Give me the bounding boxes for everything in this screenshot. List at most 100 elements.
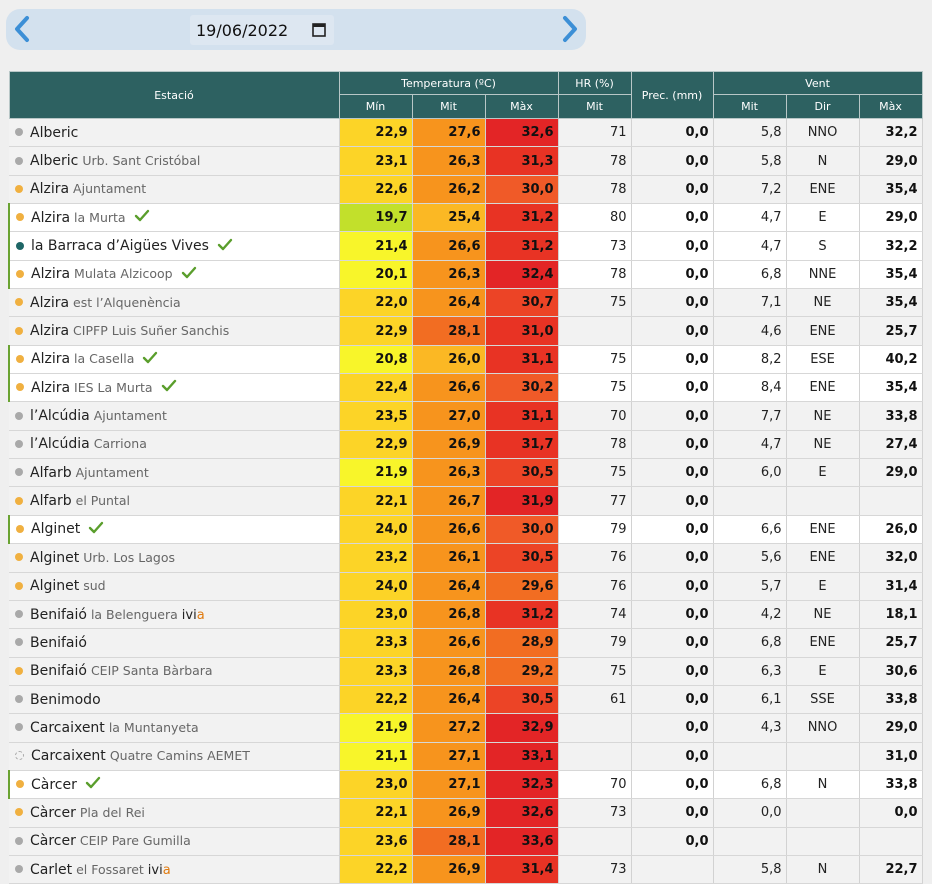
station-name[interactable]: Benimodo bbox=[30, 691, 101, 708]
precipitation-header[interactable]: Prec. (mm) bbox=[630, 71, 714, 119]
station-row[interactable]: Alberic 22,9 27,6 32,6 71 0,0 5,8 NNO 32,2 bbox=[9, 118, 923, 148]
calendar-icon[interactable] bbox=[312, 22, 326, 37]
station-name[interactable]: Alberic bbox=[30, 124, 79, 141]
station-name[interactable]: Alginet bbox=[30, 578, 80, 595]
station-row[interactable]: Carcaixent Quatre Camins AEMET 21,1 27,1 33,… bbox=[9, 742, 923, 771]
station-cell[interactable]: Alzira la Casella bbox=[8, 345, 340, 375]
temp-max-header[interactable]: Màx bbox=[484, 94, 559, 119]
station-cell[interactable]: Alzira est l’Alquenència bbox=[9, 288, 340, 318]
station-row[interactable]: Alzira est l’Alquenència 22,0 26,4 30,7 75 0,0… bbox=[9, 288, 923, 318]
station-name[interactable]: la Barraca d’Aigües Vives bbox=[31, 238, 209, 255]
station-row[interactable]: l’Alcúdia Carriona 22,9 26,9 31,7 78 0,0 4,7 NE 2… bbox=[9, 430, 923, 460]
station-subname: Urb. Sant Cristóbal bbox=[82, 153, 201, 169]
station-cell[interactable]: Benimodo bbox=[9, 685, 340, 715]
station-cell[interactable]: l’Alcúdia Ajuntament bbox=[9, 401, 340, 431]
station-name[interactable]: Alfarb bbox=[30, 464, 72, 481]
station-row[interactable]: Alberic Urb. Sant Cristóbal 23,1 26,3 31,3 78… bbox=[9, 146, 923, 176]
station-cell[interactable]: Alginet sud bbox=[9, 572, 340, 601]
station-cell[interactable]: la Barraca d’Aigües Vives bbox=[8, 231, 340, 261]
station-row[interactable]: Alzira Mulata Alzicoop 20,1 26,3 32,4 78 0,0 6,… bbox=[8, 260, 923, 290]
station-header[interactable]: Estació bbox=[8, 71, 340, 119]
station-name[interactable]: Alzira bbox=[30, 323, 70, 340]
station-cell[interactable]: Alginet Urb. Los Lagos bbox=[9, 543, 340, 573]
humidity-avg-header[interactable]: Mit bbox=[557, 94, 632, 119]
station-row[interactable]: Alzira la Casella 20,8 26,0 31,1 75 0,0 8,2 ESE 4… bbox=[8, 345, 923, 375]
station-row[interactable]: l’Alcúdia Ajuntament 23,5 27,0 31,1 70 0,0 7,7 N… bbox=[9, 401, 923, 431]
station-name[interactable]: Càrcer bbox=[30, 804, 76, 821]
previous-day-button[interactable] bbox=[8, 15, 36, 43]
station-row[interactable]: la Barraca d’Aigües Vives 21,4 26,6 31,2 73 0… bbox=[8, 231, 923, 261]
station-row[interactable]: Benimodo 22,2 26,4 30,5 61 0,0 6,1 SSE 33,8 bbox=[9, 685, 923, 715]
wind-dir-header[interactable]: Dir bbox=[785, 94, 860, 119]
station-row[interactable]: Càrcer CEIP Pare Gumilla 23,6 28,1 33,6 0,0 bbox=[9, 827, 923, 856]
station-row[interactable]: Alginet sud 24,0 26,4 29,6 76 0,0 5,7 E 31,4 bbox=[9, 572, 923, 601]
station-cell[interactable]: Alzira CIPFP Luis Suñer Sanchis bbox=[9, 316, 340, 346]
station-name[interactable]: Càrcer bbox=[31, 776, 77, 793]
station-subname: Ajuntament bbox=[75, 464, 149, 480]
station-row[interactable]: Alzira IES La Murta 22,4 26,6 30,2 75 0,0 8,4 EN… bbox=[8, 373, 923, 403]
station-row[interactable]: Alfarb el Puntal 22,1 26,7 31,9 77 0,0 bbox=[9, 486, 923, 516]
station-row[interactable]: Benifaió CEIP Santa Bàrbara 23,3 26,8 29,2 75… bbox=[9, 657, 923, 686]
station-cell[interactable]: Alberic Urb. Sant Cristóbal bbox=[9, 146, 340, 176]
station-cell[interactable]: Càrcer bbox=[8, 770, 340, 800]
station-name[interactable]: Alzira bbox=[31, 209, 71, 226]
temp-min-header[interactable]: Mín bbox=[338, 94, 413, 119]
next-day-button[interactable] bbox=[556, 15, 584, 43]
station-name[interactable]: Carcaixent bbox=[30, 719, 105, 736]
station-cell[interactable]: Alzira Ajuntament bbox=[9, 175, 340, 205]
station-name[interactable]: Alzira bbox=[31, 266, 71, 283]
temp-avg-cell: 26,6 bbox=[412, 373, 486, 403]
station-row[interactable]: Benifaió 23,3 26,6 28,9 79 0,0 6,8 ENE 25,7 bbox=[9, 628, 923, 658]
station-cell[interactable]: Carlet el Fossaret ivia bbox=[9, 855, 340, 884]
station-row[interactable]: Carcaixent la Muntanyeta 21,9 27,2 32,9 0,0 4,… bbox=[9, 713, 923, 743]
station-cell[interactable]: Carcaixent la Muntanyeta bbox=[9, 713, 340, 743]
station-cell[interactable]: Benifaió bbox=[9, 628, 340, 658]
station-row[interactable]: Càrcer Pla del Rei 22,1 26,9 32,6 73 0,0 0,0 0,0 bbox=[9, 798, 923, 828]
station-row[interactable]: Carlet el Fossaret ivia 22,2 26,9 31,4 73 5,8 N 2… bbox=[9, 855, 923, 884]
wind-avg-header[interactable]: Mit bbox=[712, 94, 787, 119]
station-cell[interactable]: Càrcer Pla del Rei bbox=[9, 798, 340, 828]
station-cell[interactable]: Benifaió la Belenguera ivia bbox=[9, 600, 340, 630]
station-cell[interactable]: Alginet bbox=[8, 515, 340, 545]
station-name[interactable]: Carcaixent bbox=[31, 748, 106, 765]
station-name[interactable]: l’Alcúdia bbox=[30, 436, 90, 453]
station-name[interactable]: Alzira bbox=[30, 181, 70, 198]
station-name[interactable]: Alginet bbox=[31, 521, 81, 538]
station-name[interactable]: Carlet bbox=[30, 861, 73, 878]
station-name[interactable]: Alfarb bbox=[30, 493, 72, 510]
station-row[interactable]: Benifaió la Belenguera ivia 23,0 26,8 31,2 74 0… bbox=[9, 600, 923, 630]
station-name[interactable]: Benifaió bbox=[30, 663, 87, 680]
station-row[interactable]: Alzira Ajuntament 22,6 26,2 30,0 78 0,0 7,2 ENE 3… bbox=[9, 175, 923, 205]
date-input[interactable]: 19/06/2022 bbox=[190, 15, 334, 45]
temp-min-cell: 23,6 bbox=[339, 827, 413, 856]
station-cell[interactable]: Alberic bbox=[9, 118, 340, 148]
wind-max-header[interactable]: Màx bbox=[858, 94, 923, 119]
station-name[interactable]: Alzira bbox=[31, 351, 71, 368]
station-row[interactable]: Alfarb Ajuntament 21,9 26,3 30,5 75 0,0 6,0 E 29,… bbox=[9, 458, 923, 488]
station-cell[interactable]: l’Alcúdia Carriona bbox=[9, 430, 340, 460]
station-name[interactable]: Benifaió bbox=[30, 634, 87, 651]
station-row[interactable]: Càrcer 23,0 27,1 32,3 70 0,0 6,8 N 33,8 bbox=[8, 770, 923, 800]
station-cell[interactable]: Benifaió CEIP Santa Bàrbara bbox=[9, 657, 340, 686]
station-cell[interactable]: Alzira IES La Murta bbox=[8, 373, 340, 403]
station-name[interactable]: Alzira bbox=[31, 379, 71, 396]
station-cell[interactable]: Alfarb Ajuntament bbox=[9, 458, 340, 488]
station-name[interactable]: Alzira bbox=[30, 294, 70, 311]
station-cell[interactable]: Càrcer CEIP Pare Gumilla bbox=[9, 827, 340, 856]
station-row[interactable]: Alginet 24,0 26,6 30,0 79 0,0 6,6 ENE 26,0 bbox=[8, 515, 923, 545]
station-name[interactable]: Benifaió bbox=[30, 606, 87, 623]
station-cell[interactable]: Alzira Mulata Alzicoop bbox=[8, 260, 340, 290]
station-row[interactable]: Alginet Urb. Los Lagos 23,2 26,1 30,5 76 0,0 5,… bbox=[9, 543, 923, 573]
station-name[interactable]: Alginet bbox=[30, 549, 80, 566]
station-name[interactable]: Càrcer bbox=[30, 833, 76, 850]
station-cell[interactable]: Alzira la Murta bbox=[8, 203, 340, 233]
station-name[interactable]: Alberic bbox=[30, 153, 79, 170]
station-row[interactable]: Alzira la Murta 19,7 25,4 31,2 80 0,0 4,7 E 29,0 bbox=[8, 203, 923, 233]
humidity-cell: 78 bbox=[558, 430, 632, 460]
temp-avg-header[interactable]: Mit bbox=[411, 94, 486, 119]
station-cell[interactable]: Alfarb el Puntal bbox=[9, 486, 340, 516]
station-name[interactable]: l’Alcúdia bbox=[30, 408, 90, 425]
station-row[interactable]: Alzira CIPFP Luis Suñer Sanchis 22,9 28,1 31… bbox=[9, 316, 923, 346]
station-cell[interactable]: Carcaixent Quatre Camins AEMET bbox=[9, 742, 340, 771]
precipitation-cell: 0,0 bbox=[631, 345, 714, 375]
